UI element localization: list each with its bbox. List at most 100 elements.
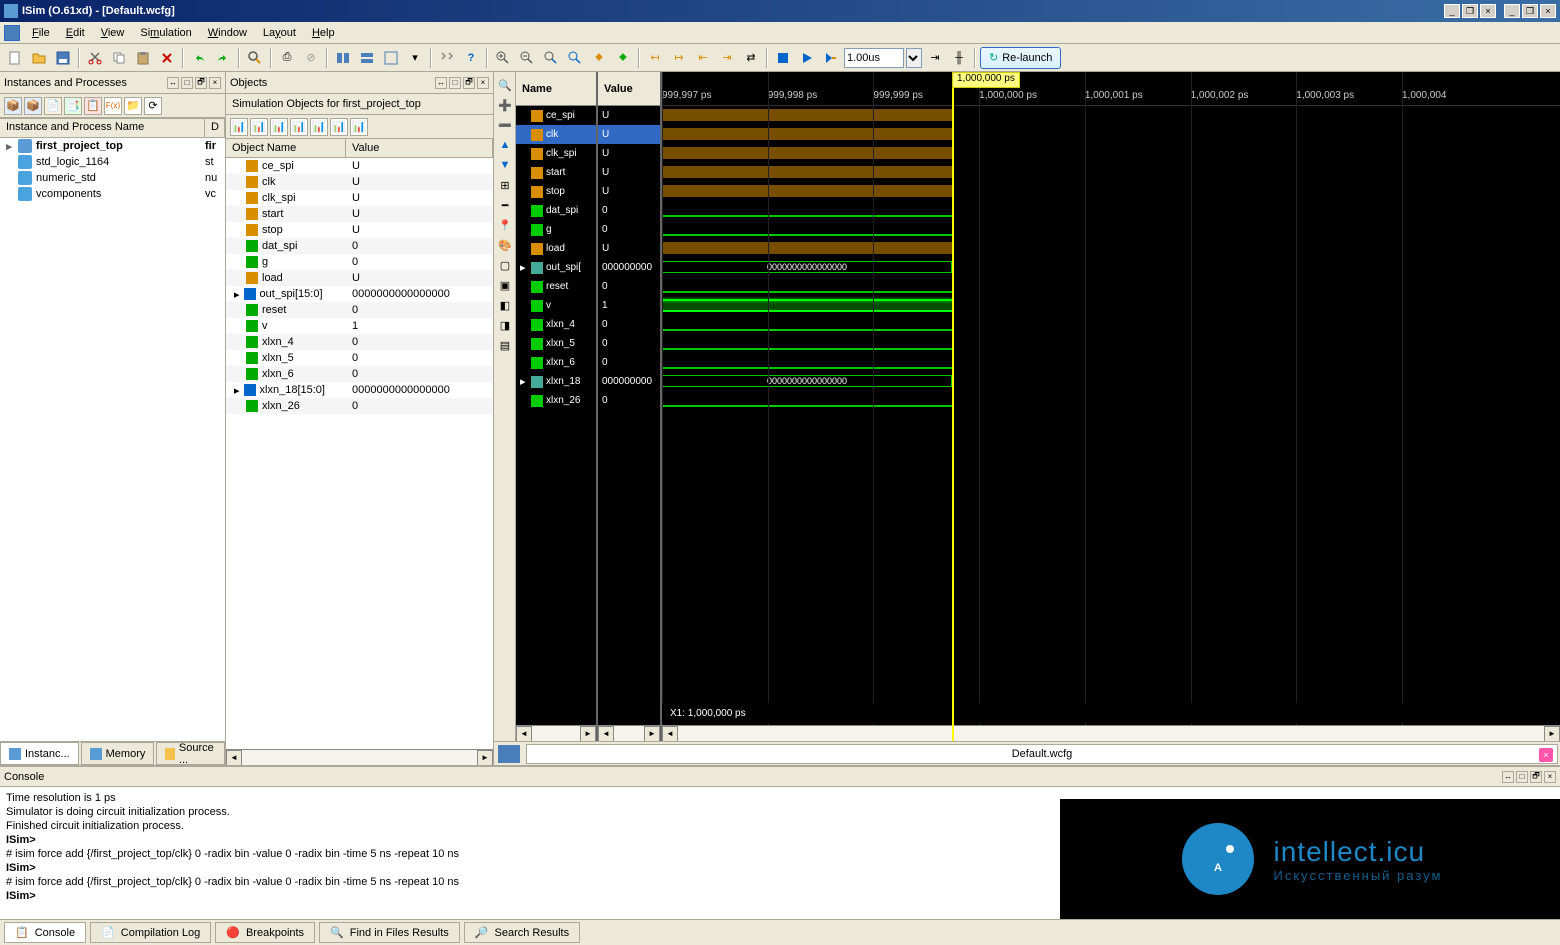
wave-vbtn-divider[interactable]: ━ <box>496 196 514 214</box>
wave-signal-value[interactable]: 0 <box>598 391 660 410</box>
time-unit-select[interactable] <box>906 48 922 68</box>
object-row[interactable]: xlxn_260 <box>226 398 493 414</box>
wave-signal-trace[interactable] <box>662 391 1560 410</box>
wave-signal-value[interactable]: 000000000 <box>598 372 660 391</box>
obj-panel-move[interactable]: ↔ <box>435 77 447 89</box>
obj-btn-6[interactable]: 📊 <box>330 118 348 136</box>
object-row[interactable]: loadU <box>226 270 493 286</box>
find-button[interactable] <box>244 47 266 69</box>
obj-col-name[interactable]: Object Name <box>226 139 346 157</box>
wave-signal-value[interactable]: U <box>598 182 660 201</box>
obj-btn-2[interactable]: 📊 <box>250 118 268 136</box>
cut-button[interactable] <box>84 47 106 69</box>
menu-layout[interactable]: Layout <box>255 25 304 41</box>
collapse-button[interactable] <box>332 47 354 69</box>
console-tab[interactable]: 📄Compilation Log <box>90 922 211 943</box>
wave-vbtn-down[interactable]: ▼ <box>496 156 514 174</box>
object-row[interactable]: ce_spiU <box>226 158 493 174</box>
wave-signal-value[interactable]: U <box>598 163 660 182</box>
wave-vbtn-opt3[interactable]: ◧ <box>496 296 514 314</box>
close-button[interactable]: × <box>1540 4 1556 18</box>
object-row[interactable]: clk_spiU <box>226 190 493 206</box>
instance-tab[interactable]: Memory <box>81 742 155 765</box>
wave-signal-value[interactable]: 0 <box>598 277 660 296</box>
wave-vbtn-color[interactable]: 🎨 <box>496 236 514 254</box>
object-row[interactable]: g0 <box>226 254 493 270</box>
console-close[interactable]: × <box>1544 771 1556 783</box>
relaunch-button[interactable]: ↻ Re-launch <box>980 47 1061 69</box>
cursor-prev-button[interactable]: ⇤ <box>692 47 714 69</box>
inst-col-name[interactable]: Instance and Process Name <box>0 119 205 137</box>
help-button[interactable]: ? <box>460 47 482 69</box>
console-float[interactable]: 🗗 <box>1530 771 1542 783</box>
object-row[interactable]: xlxn_50 <box>226 350 493 366</box>
break-button[interactable]: ╫ <box>948 47 970 69</box>
wave-signal-trace[interactable]: 0000000000000000 <box>662 372 1560 391</box>
wave-signal-name[interactable]: xlxn_6 <box>516 353 596 372</box>
inst-btn-3[interactable]: 📄 <box>44 97 62 115</box>
save-button[interactable] <box>52 47 74 69</box>
inst-btn-8[interactable]: ⟳ <box>144 97 162 115</box>
inst-btn-1[interactable]: 📦 <box>4 97 22 115</box>
obj-btn-5[interactable]: 📊 <box>310 118 328 136</box>
panel-min-button[interactable]: □ <box>181 77 193 89</box>
instance-row[interactable]: std_logic_1164st <box>0 154 225 170</box>
menu-view[interactable]: View <box>93 25 133 41</box>
expand-button[interactable] <box>356 47 378 69</box>
obj-panel-close[interactable]: × <box>477 77 489 89</box>
marker1-button[interactable]: ⬥ <box>588 47 610 69</box>
object-row[interactable]: startU <box>226 206 493 222</box>
wave-signal-trace[interactable] <box>662 353 1560 372</box>
console-move[interactable]: ↔ <box>1502 771 1514 783</box>
wave-vbtn-add[interactable]: ➕ <box>496 96 514 114</box>
object-row[interactable]: dat_spi0 <box>226 238 493 254</box>
goto-next-button[interactable]: ↦ <box>668 47 690 69</box>
run-for-button[interactable] <box>820 47 842 69</box>
wave-signal-name[interactable]: load <box>516 239 596 258</box>
console-min[interactable]: □ <box>1516 771 1528 783</box>
wave-signal-name[interactable]: ▸xlxn_18 <box>516 372 596 391</box>
wave-vbtn-opt5[interactable]: ▤ <box>496 336 514 354</box>
open-button[interactable] <box>28 47 50 69</box>
window-button[interactable] <box>380 47 402 69</box>
wave-signal-trace[interactable] <box>662 334 1560 353</box>
obj-btn-1[interactable]: 📊 <box>230 118 248 136</box>
instance-tab[interactable]: Instanc... <box>0 742 79 765</box>
wave-signal-trace[interactable] <box>662 106 1560 125</box>
redo-button[interactable] <box>212 47 234 69</box>
wave-signal-name[interactable]: xlxn_5 <box>516 334 596 353</box>
wave-signal-trace[interactable] <box>662 315 1560 334</box>
obj-btn-3[interactable]: 📊 <box>270 118 288 136</box>
obj-btn-4[interactable]: 📊 <box>290 118 308 136</box>
menu-window[interactable]: Window <box>200 25 255 41</box>
console-tab[interactable]: 🔎Search Results <box>464 922 580 943</box>
minimize-button[interactable]: _ <box>1504 4 1520 18</box>
wave-signal-name[interactable]: ce_spi <box>516 106 596 125</box>
wave-signal-name[interactable]: xlxn_4 <box>516 315 596 334</box>
wave-signal-value[interactable]: U <box>598 125 660 144</box>
wave-signal-trace[interactable] <box>662 296 1560 315</box>
run-button[interactable] <box>796 47 818 69</box>
console-tab[interactable]: 🔴Breakpoints <box>215 922 315 943</box>
wave-canvas[interactable]: 1,000,000 ps 999,997 ps999,998 ps999,999… <box>662 72 1560 741</box>
object-row[interactable]: stopU <box>226 222 493 238</box>
tool-options-button[interactable] <box>436 47 458 69</box>
wave-signal-name[interactable]: g <box>516 220 596 239</box>
paste-button[interactable] <box>132 47 154 69</box>
wave-signal-value[interactable]: 0 <box>598 201 660 220</box>
time-input[interactable] <box>844 48 904 68</box>
wave-signal-trace[interactable] <box>662 182 1560 201</box>
menu-file[interactable]: File <box>24 25 58 41</box>
wave-signal-trace[interactable] <box>662 201 1560 220</box>
inst-btn-7[interactable]: 📁 <box>124 97 142 115</box>
wave-cursor-line[interactable] <box>952 72 954 741</box>
wave-vbtn-marker[interactable]: 📍 <box>496 216 514 234</box>
wave-signal-name[interactable]: dat_spi <box>516 201 596 220</box>
instance-row[interactable]: ▸first_project_topfir <box>0 138 225 154</box>
panel-close-button[interactable]: × <box>209 77 221 89</box>
maximize-button[interactable]: ❐ <box>1522 4 1538 18</box>
instance-row[interactable]: vcomponentsvc <box>0 186 225 202</box>
menu-edit[interactable]: Edit <box>58 25 93 41</box>
wave-signal-value[interactable]: 0 <box>598 220 660 239</box>
step-button[interactable]: ⇥ <box>924 47 946 69</box>
